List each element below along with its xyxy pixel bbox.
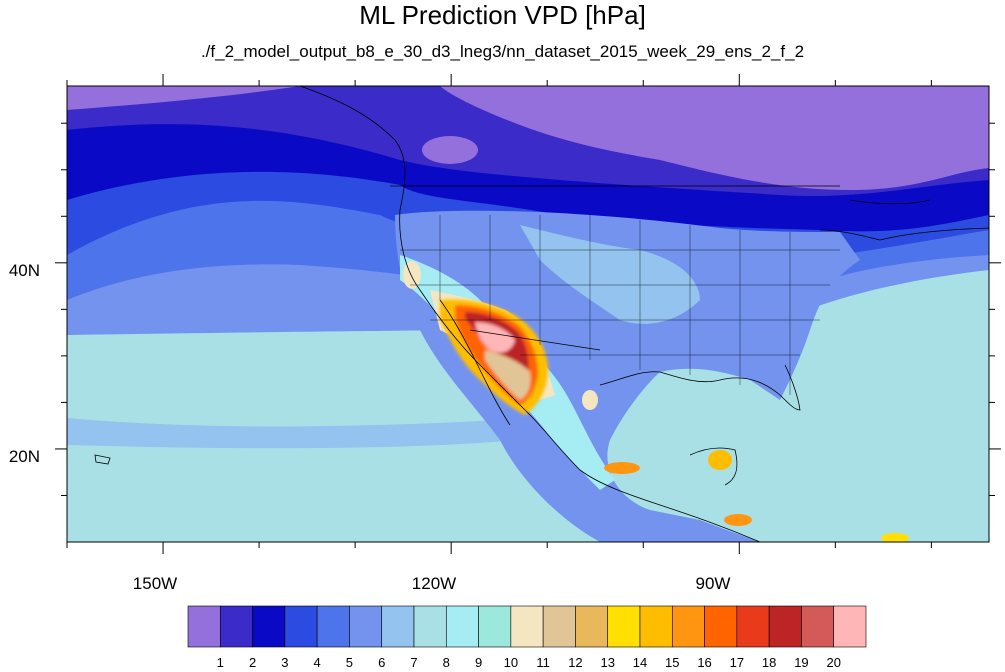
- colorbar-label: 1: [217, 655, 224, 670]
- colorbar-label: 15: [665, 655, 679, 670]
- colorbar-label: 17: [730, 655, 744, 670]
- colorbar-label: 18: [762, 655, 776, 670]
- colorbar-label: 8: [443, 655, 450, 670]
- colorbar-swatch: [704, 605, 738, 648]
- page-title: ML Prediction VPD [hPa]: [359, 0, 646, 30]
- colorbar-label: 7: [410, 655, 417, 670]
- hot-patch-yucatan: [708, 450, 732, 470]
- colorbar-swatch: [671, 605, 705, 648]
- hot-patch-pacific: [604, 462, 640, 474]
- colorbar-label: 11: [536, 655, 550, 670]
- colorbar-label: 5: [346, 655, 353, 670]
- field-level-1-west: [67, 86, 300, 110]
- colorbar-swatch: [607, 605, 641, 648]
- colorbar-label: 6: [378, 655, 385, 670]
- colorbar-swatch: [413, 605, 447, 648]
- vpd-field: [67, 86, 989, 542]
- field-level-1: [440, 86, 989, 190]
- warm-patch-mexico: [582, 390, 598, 410]
- colorbar-label: 2: [249, 655, 256, 670]
- colorbar-label: 16: [697, 655, 711, 670]
- colorbar-label: 13: [600, 655, 614, 670]
- colorbar-swatch: [575, 605, 609, 648]
- lon-labels: 150W 120W 90W: [133, 574, 731, 593]
- colorbar-swatch: [349, 605, 383, 648]
- lon-label-90w: 90W: [696, 574, 731, 593]
- colorbar-label: 19: [794, 655, 808, 670]
- colorbar-swatch: [801, 605, 835, 648]
- colorbar-swatch: [768, 605, 802, 648]
- colorbar-label: 20: [826, 655, 840, 670]
- colorbar-label: 10: [504, 655, 518, 670]
- hot-patch-central-america: [724, 514, 752, 526]
- lat-labels: 40N 20N: [9, 261, 40, 466]
- lat-label-40n: 40N: [9, 261, 40, 280]
- state-borders: [400, 215, 840, 395]
- colorbar-swatch: [252, 605, 286, 648]
- colorbar-swatch: [316, 605, 350, 648]
- colorbar-swatch: [219, 605, 253, 648]
- colorbar: 1 2 3 4 5 6 7 8 9 10 11 12 13 14 15 16 17 18 19 20: [187, 605, 867, 670]
- colorbar-label: 4: [314, 655, 321, 670]
- land-level-7: [520, 225, 700, 324]
- field-level-1-patch: [422, 136, 478, 164]
- warm-patch-california: [403, 261, 421, 289]
- colorbar-swatch: [381, 605, 415, 648]
- map-frame: [66, 85, 990, 543]
- colorbar-swatch: [478, 605, 512, 648]
- lon-label-150w: 150W: [133, 574, 177, 593]
- colorbar-swatch: [284, 605, 318, 648]
- map-ticks: [55, 74, 1001, 554]
- colorbar-swatch: [510, 605, 544, 648]
- colorbar-swatch: [736, 605, 770, 648]
- colorbar-label: 9: [475, 655, 482, 670]
- colorbar-label: 12: [568, 655, 582, 670]
- lat-label-20n: 20N: [9, 447, 40, 466]
- colorbar-swatch: [187, 605, 221, 648]
- coastlines: [94, 86, 989, 542]
- colorbar-swatch: [542, 605, 576, 648]
- colorbar-label: 3: [281, 655, 288, 670]
- colorbar-swatch: [833, 605, 867, 648]
- colorbar-swatch: [639, 605, 673, 648]
- page-subtitle: ./f_2_model_output_b8_e_30_d3_lneg3/nn_d…: [200, 42, 805, 61]
- lon-label-120w: 120W: [412, 574, 456, 593]
- hot-patch-south: [881, 533, 909, 542]
- colorbar-swatch: [445, 605, 479, 648]
- field-level-7-band: [67, 418, 520, 449]
- hot-spot: [440, 299, 549, 415]
- colorbar-label: 14: [633, 655, 647, 670]
